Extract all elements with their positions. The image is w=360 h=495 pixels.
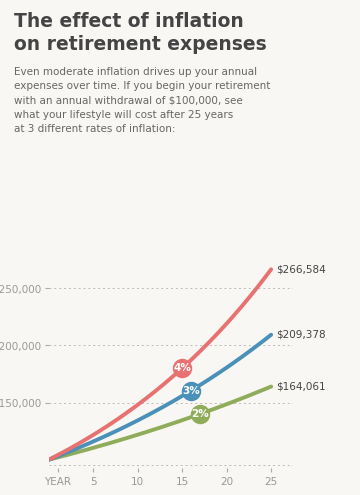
Text: $266,584: $266,584 xyxy=(276,264,326,274)
Text: The effect of inflation
on retirement expenses: The effect of inflation on retirement ex… xyxy=(14,12,267,54)
Text: Even moderate inflation drives up your annual
expenses over time. If you begin y: Even moderate inflation drives up your a… xyxy=(14,67,271,135)
Text: 2%: 2% xyxy=(191,409,209,419)
Text: 3%: 3% xyxy=(182,386,200,396)
Text: $164,061: $164,061 xyxy=(276,382,326,392)
Text: $209,378: $209,378 xyxy=(276,330,326,340)
Text: 4%: 4% xyxy=(173,363,191,373)
